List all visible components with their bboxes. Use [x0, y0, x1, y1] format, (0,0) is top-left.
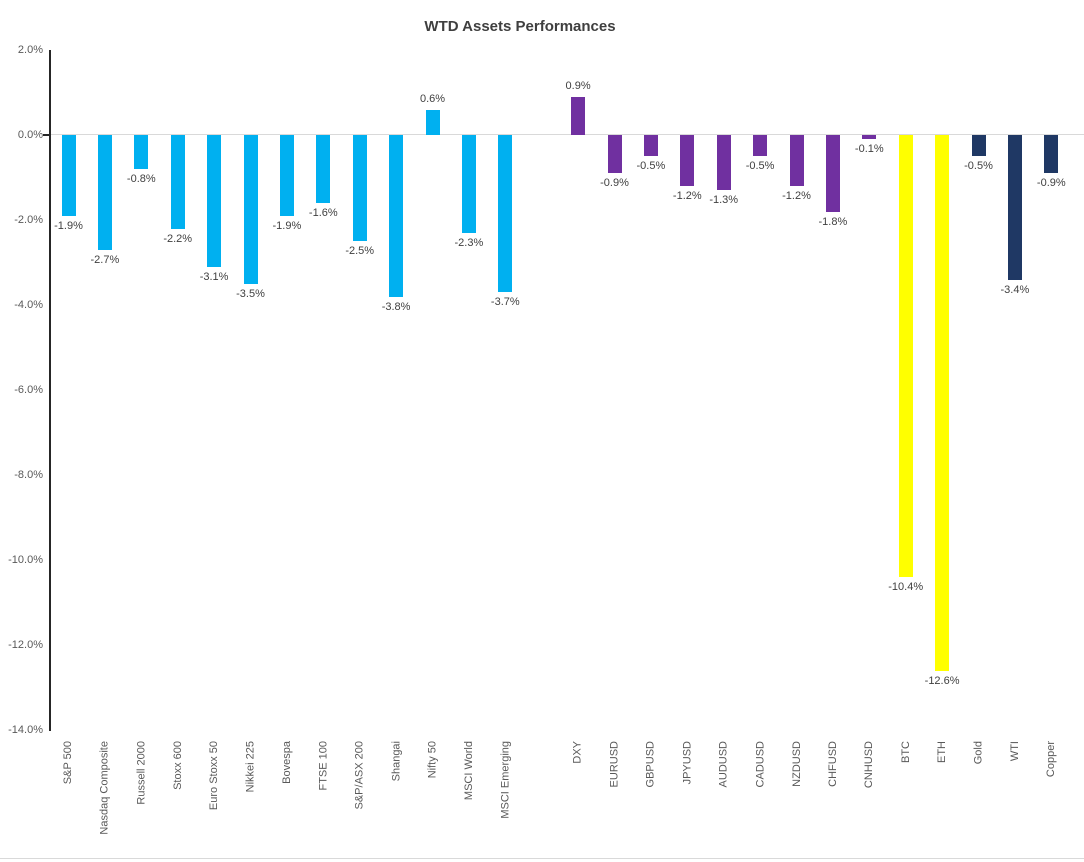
bar-bovespa — [279, 135, 294, 216]
x-axis-label-nzdusd: NZDUSD — [790, 741, 803, 787]
x-axis-label-wti: WTI — [1008, 741, 1021, 762]
x-axis-label-russell-2000: Russell 2000 — [135, 741, 148, 805]
x-axis-label-chfusd: CHFUSD — [826, 741, 839, 787]
zero-gridline — [51, 134, 1084, 135]
bar-stoxx-600 — [170, 135, 185, 229]
x-axis-label-ftse-100: FTSE 100 — [317, 741, 330, 791]
x-axis-label-copper: Copper — [1045, 741, 1058, 778]
bar-value-label-nasdaq-composite: -2.7% — [90, 253, 120, 266]
bar-s-p-asx-200 — [352, 135, 367, 242]
zero-axis-tick — [43, 134, 49, 136]
bar-msci-world — [461, 135, 476, 233]
bar-value-label-dxy: 0.9% — [565, 79, 591, 92]
bar-cnhusd — [862, 135, 877, 140]
x-axis-label-eth: ETH — [936, 741, 949, 763]
x-axis-label-msci-world: MSCI World — [462, 741, 475, 801]
bar-value-label-eth: -12.6% — [924, 674, 960, 687]
bar-value-label-nikkei-225: -3.5% — [236, 287, 265, 300]
bar-value-label-copper: -0.9% — [1036, 177, 1066, 190]
bar-value-label-nifty-50: 0.6% — [419, 92, 446, 105]
y-tick-label-6-0: -6.0% — [14, 384, 43, 396]
x-axis-label-audusd: AUDUSD — [717, 741, 730, 788]
y-tick-label-12-0: -12.0% — [8, 639, 43, 651]
y-tick-label-14-0: -14.0% — [8, 724, 43, 736]
x-axis-label-euro-stoxx-50: Euro Stoxx 50 — [208, 741, 221, 811]
y-axis-line — [49, 50, 51, 731]
bar-value-label-shangai: -3.8% — [381, 300, 411, 313]
bar-chfusd — [825, 135, 840, 212]
bar-value-label-stoxx-600: -2.2% — [163, 232, 193, 245]
bar-ftse-100 — [316, 135, 331, 203]
x-axis-label-cnhusd: CNHUSD — [863, 741, 876, 789]
bar-value-label-ftse-100: -1.6% — [308, 207, 338, 219]
bar-value-label-gbpusd: -0.5% — [636, 160, 666, 173]
bar-shangai — [389, 135, 404, 297]
bar-copper — [1044, 135, 1059, 174]
x-axis-label-jpyusd: JPYUSD — [681, 741, 694, 785]
bar-value-label-eurusd: -0.9% — [600, 177, 629, 190]
x-axis-label-btc: BTC — [899, 741, 912, 763]
y-tick-label-0-0: 0.0% — [17, 129, 43, 141]
bar-value-label-jpyusd: -1.2% — [672, 190, 702, 202]
x-axis-label-s-p-500: S&P 500 — [62, 741, 75, 785]
y-tick-label-4-0: -4.0% — [14, 299, 43, 311]
bar-value-label-cadusd: -0.5% — [745, 160, 775, 173]
y-tick-label-2-0: -2.0% — [14, 214, 43, 226]
bar-s-p-500 — [61, 135, 76, 216]
bar-nifty-50 — [425, 109, 440, 135]
x-axis-label-nifty-50: Nifty 50 — [426, 741, 439, 779]
x-axis-label-msci-emerging: MSCI Emerging — [499, 741, 512, 819]
x-axis-label-bovespa: Bovespa — [280, 741, 293, 784]
x-axis-label-nasdaq-composite: Nasdaq Composite — [98, 741, 111, 835]
bar-value-label-russell-2000: -0.8% — [126, 173, 156, 185]
x-axis-label-gbpusd: GBPUSD — [644, 741, 657, 788]
chart-bottom-border — [0, 858, 1084, 859]
x-axis-label-gold: Gold — [972, 741, 985, 765]
x-axis-label-stoxx-600: Stoxx 600 — [171, 741, 184, 790]
x-axis-label-s-p-asx-200: S&P/ASX 200 — [353, 741, 366, 810]
bar-value-label-euro-stoxx-50: -3.1% — [199, 270, 229, 283]
bar-value-label-s-p-500: -1.9% — [54, 219, 83, 232]
bar-gold — [971, 135, 986, 157]
bar-value-label-btc: -10.4% — [888, 581, 924, 593]
bar-cadusd — [753, 135, 768, 157]
bar-value-label-chfusd: -1.8% — [818, 215, 848, 228]
bar-eth — [935, 135, 950, 671]
bar-value-label-msci-emerging: -3.7% — [490, 296, 520, 309]
bar-dxy — [571, 96, 586, 135]
y-tick-label-8-0: -8.0% — [14, 469, 43, 481]
bar-value-label-msci-world: -2.3% — [454, 236, 484, 249]
x-axis-label-shangai: Shangai — [390, 741, 403, 782]
bar-audusd — [716, 135, 731, 191]
x-axis-label-cadusd: CADUSD — [754, 741, 767, 788]
chart-title: WTD Assets Performances — [424, 18, 616, 35]
bar-value-label-s-p-asx-200: -2.5% — [345, 245, 375, 258]
y-tick-label-2-0: 2.0% — [17, 44, 43, 56]
bar-btc — [898, 135, 913, 577]
x-axis-label-dxy: DXY — [572, 741, 585, 764]
bar-jpyusd — [680, 135, 695, 186]
bar-value-label-audusd: -1.3% — [709, 194, 739, 207]
bar-gbpusd — [643, 135, 658, 157]
bar-eurusd — [607, 135, 622, 174]
bar-value-label-gold: -0.5% — [964, 160, 993, 173]
bar-value-label-cnhusd: -0.1% — [854, 143, 884, 156]
bar-value-label-nzdusd: -1.2% — [782, 190, 811, 202]
bar-value-label-bovespa: -1.9% — [272, 219, 302, 232]
bar-nikkei-225 — [243, 135, 258, 284]
bar-value-label-wti: -3.4% — [1000, 283, 1030, 296]
bar-russell-2000 — [134, 135, 149, 169]
bar-wti — [1007, 135, 1022, 280]
x-axis-label-eurusd: EURUSD — [608, 741, 621, 788]
bar-nasdaq-composite — [97, 135, 112, 250]
bar-euro-stoxx-50 — [207, 135, 222, 267]
bar-nzdusd — [789, 135, 804, 186]
bar-msci-emerging — [498, 135, 513, 293]
x-axis-label-nikkei-225: Nikkei 225 — [244, 741, 257, 793]
y-tick-label-10-0: -10.0% — [8, 554, 43, 566]
